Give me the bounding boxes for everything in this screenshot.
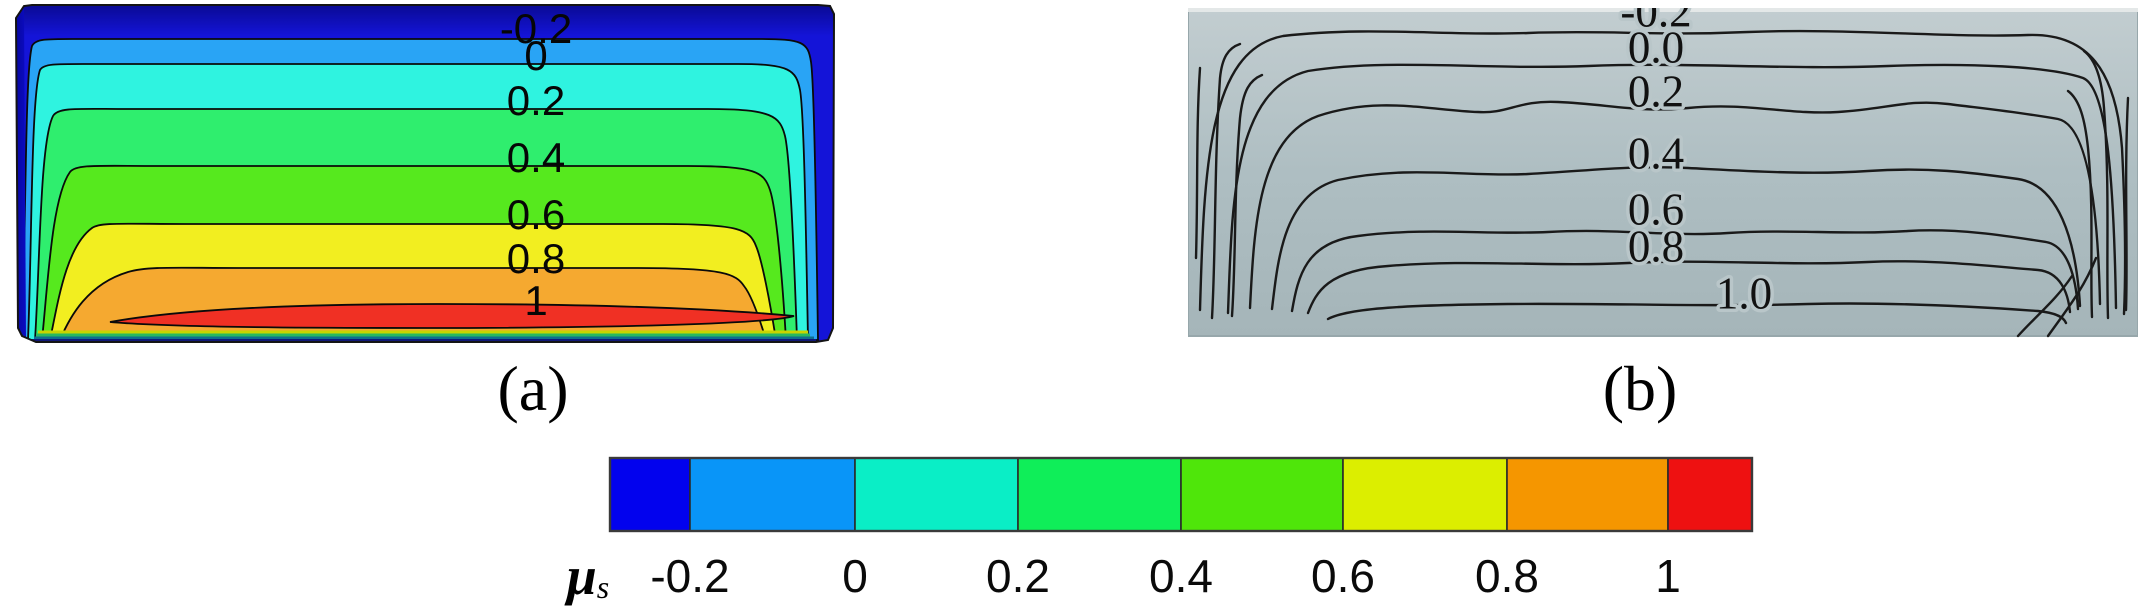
- contour-label: 0.4: [1628, 128, 1684, 178]
- colorbar-segment: [1342, 457, 1508, 532]
- contour-line-04: [1270, 166, 2082, 311]
- panel-a-filled-contour-plot: -0.2 0 0.2 0.4 0.6 0.8 1: [14, 4, 836, 343]
- colorbar-segment: [609, 457, 691, 532]
- contour-label: 0.2: [1628, 66, 1684, 116]
- colorbar-tick: 0.4: [1149, 550, 1213, 602]
- contour-label: 0: [524, 32, 547, 79]
- colorbar-variable-label: μs: [528, 545, 648, 607]
- colorbar: [608, 456, 1754, 533]
- edge-contour-corner: [2016, 274, 2074, 338]
- contour-label: -0.2: [500, 5, 572, 52]
- contour-label: 0.0: [1628, 22, 1684, 72]
- contour-line-10: [1326, 302, 2068, 325]
- contour-line-00: [1226, 63, 2118, 315]
- edge-contour-right: [2066, 89, 2094, 319]
- colorbar-tick: 0.6: [1311, 550, 1375, 602]
- panel-b-top-highlight: [1188, 8, 2138, 12]
- panel-a-caption: (a): [497, 353, 569, 424]
- top-edge-shading: [16, 5, 834, 36]
- contour-label: 0.8: [1628, 221, 1684, 271]
- contour-line-08: [1306, 260, 2072, 315]
- colorbar-segment: [1667, 457, 1753, 532]
- colorbar-tick: 0: [842, 550, 868, 602]
- band-above-1-red-lens: [109, 303, 795, 329]
- contour-line-02: [1248, 100, 2102, 310]
- edge-contour-left: [1230, 73, 1264, 318]
- colorbar-segment: [854, 457, 1019, 532]
- panel-b-caption: (b): [1602, 353, 1678, 424]
- contour-label: 0.4: [507, 134, 565, 181]
- contour-label: 0.6: [1628, 184, 1684, 234]
- contour-label: 1.0: [1716, 268, 1772, 318]
- contour-label: 1: [524, 277, 547, 324]
- edge-contour-left: [1210, 42, 1242, 320]
- edge-contour-right: [2124, 96, 2130, 312]
- colorbar-segment: [1017, 457, 1182, 532]
- colorbar-segment: [1506, 457, 1669, 532]
- panel-a-outline: [14, 4, 836, 343]
- contour-label: 0.8: [507, 235, 565, 282]
- contour-line-minus02: [1198, 29, 2127, 316]
- colorbar-tick: 1: [1655, 550, 1681, 602]
- panel-b-line-contour-plot: -0.2 0.0 0.2 0.4 0.6 0.8 1.0: [1188, 8, 2138, 338]
- contour-label: 0.6: [507, 191, 565, 238]
- colorbar-tick: 0.8: [1475, 550, 1539, 602]
- colorbar-segment: [689, 457, 856, 532]
- edge-contour-left: [1194, 66, 1202, 260]
- edge-contour-corner: [2046, 256, 2098, 338]
- contour-label: 0.2: [507, 77, 565, 124]
- colorbar-segment: [1180, 457, 1344, 532]
- edge-contour-right: [2082, 49, 2110, 320]
- mu-subscript: s: [596, 569, 610, 606]
- colorbar-outline: [608, 456, 1754, 533]
- contour-label: -0.2: [1620, 8, 1691, 36]
- contour-line-06: [1290, 229, 2080, 313]
- colorbar-tick: 0.2: [986, 550, 1050, 602]
- mu-symbol: μ: [566, 546, 597, 606]
- colorbar-tick: -0.2: [650, 550, 730, 602]
